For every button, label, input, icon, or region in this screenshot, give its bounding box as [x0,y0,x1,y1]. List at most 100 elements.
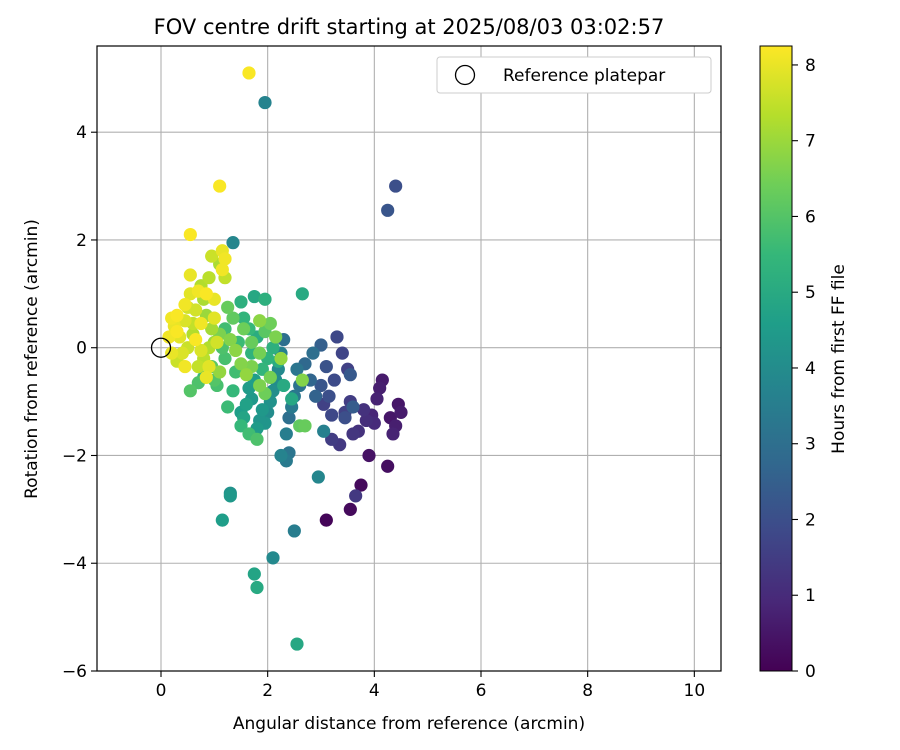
data-point [237,322,251,336]
data-point [306,346,320,360]
data-points [162,66,408,651]
data-point [285,392,299,406]
data-point [253,378,267,393]
data-point [282,411,296,425]
x-tick-label: 10 [684,681,706,701]
data-point [359,413,373,428]
data-point [226,311,240,325]
data-point [386,427,400,441]
colorbar-tick-label: 3 [805,435,816,455]
data-point [354,478,368,492]
data-point [170,324,184,339]
colorbar-tick-label: 1 [805,586,816,606]
data-point [298,419,312,433]
colorbar-tick-label: 7 [805,132,816,152]
data-point [274,448,288,463]
data-point [189,333,203,347]
data-point [205,249,219,263]
plot-frame [96,45,722,672]
data-point [183,227,197,242]
data-point [338,411,352,425]
y-tick-label: 2 [76,231,87,251]
data-point [226,384,240,398]
data-point [207,311,221,325]
data-point [253,314,267,328]
data-point [194,343,208,358]
data-point [266,551,280,565]
colorbar: 0 1 2 3 4 5 6 7 8 Hours from first FF file [759,45,849,682]
data-point [266,341,280,355]
data-point [263,316,277,331]
data-point [247,567,261,581]
data-point [263,370,277,384]
data-point [389,179,403,193]
data-point [258,95,272,110]
x-axis-ticks: 0 2 4 6 8 10 [156,671,706,701]
data-point [279,427,293,441]
data-point [175,346,189,360]
data-point [221,300,235,314]
data-point [258,292,272,306]
data-point [183,268,197,282]
data-point [311,470,325,484]
data-point [245,335,259,349]
legend-marker [454,64,476,86]
reference-platepar-marker [150,337,172,358]
data-point [178,359,192,374]
data-point [223,333,237,347]
data-point [213,365,227,379]
colorbar-tick-label: 0 [805,662,816,682]
data-point [223,489,237,503]
data-point [215,513,229,527]
data-point [202,271,216,285]
data-point [290,362,304,376]
data-point [346,427,360,441]
data-point [255,362,269,376]
data-point [170,308,184,322]
data-point [229,343,243,358]
data-point [330,330,344,344]
x-tick-label: 2 [262,681,273,701]
data-point [234,295,248,309]
data-point [202,359,216,374]
data-point [322,389,336,403]
data-point [287,524,301,538]
colorbar-ticks: 0 1 2 3 4 5 6 7 8 [792,56,816,682]
legend-entry-label: Reference platepar [503,66,665,86]
x-tick-label: 4 [369,681,380,701]
data-point [362,448,376,463]
x-tick-label: 6 [476,681,487,701]
data-point [165,346,179,360]
data-point [314,338,328,352]
colorbar-tick-label: 4 [805,359,816,379]
colorbar-tick-label: 5 [805,283,816,303]
data-point [213,179,227,193]
data-point [210,335,224,349]
data-point [314,378,328,393]
data-point [319,513,333,527]
data-point [317,424,331,438]
data-point [183,384,197,398]
data-point [269,330,283,344]
data-point [221,400,235,414]
y-tick-label: −6 [62,662,87,682]
data-point [274,351,288,366]
data-point [290,637,304,651]
data-point [295,287,309,301]
legend-box [436,56,712,94]
data-point [357,403,371,417]
data-point [205,322,219,336]
data-point [277,378,291,393]
data-point [237,311,251,325]
data-point [191,359,205,374]
data-point [335,346,349,360]
x-tick-label: 0 [156,681,167,701]
y-tick-label: 4 [76,123,87,143]
data-point [234,357,248,371]
data-point [255,403,269,417]
colorbar-tick-label: 2 [805,510,816,530]
colorbar-tick-label: 8 [805,56,816,76]
data-point [381,203,395,217]
data-point [370,392,384,406]
